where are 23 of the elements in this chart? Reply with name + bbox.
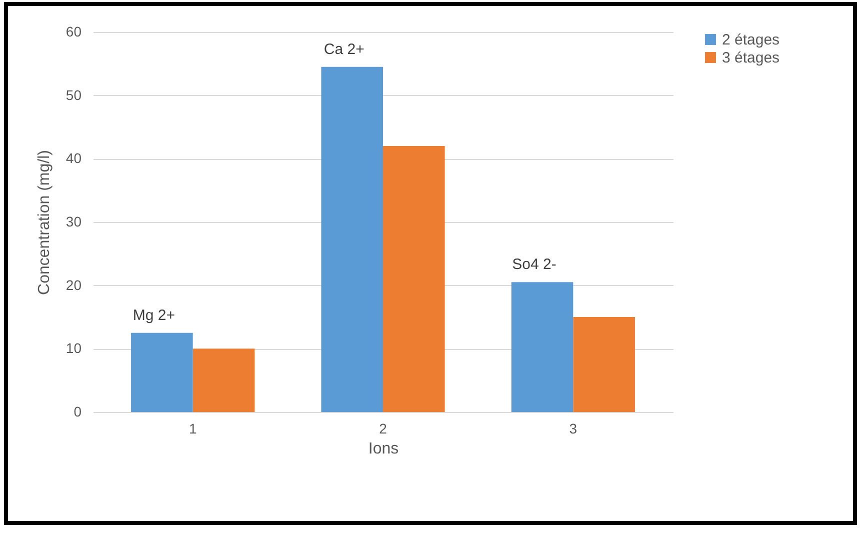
legend-label: 3 étages: [722, 50, 780, 66]
bar: [321, 66, 383, 412]
annotation: So4 2-: [512, 256, 556, 274]
y-tick-label: 20: [66, 276, 82, 293]
x-tick-label: 3: [569, 420, 578, 436]
x-tick-label: 2: [379, 420, 388, 436]
annotation: Mg 2+: [132, 306, 176, 324]
bar: [511, 282, 574, 412]
bar: [383, 146, 445, 412]
x-axis-title: Ions: [368, 440, 399, 458]
bar: [192, 348, 255, 412]
legend-label: 2 étages: [722, 32, 780, 48]
y-axis-title: Concentration (mg/l): [36, 150, 53, 295]
y-tick-label: 0: [74, 404, 82, 420]
bar: [573, 317, 635, 412]
y-tick-label: 60: [66, 24, 82, 40]
x-tick-label: 1: [188, 420, 197, 436]
y-tick-label: 10: [66, 340, 82, 356]
annotation: Ca 2+: [324, 40, 365, 58]
y-tick-label: 40: [66, 150, 82, 166]
y-tick-label: 30: [66, 214, 82, 230]
y-tick-label: 50: [66, 86, 82, 103]
bar: [131, 332, 193, 412]
